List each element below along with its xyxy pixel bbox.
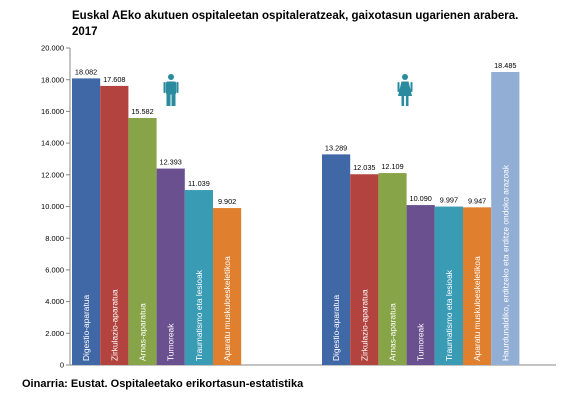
data-label: 17.608	[103, 75, 125, 84]
bar	[378, 173, 407, 365]
bar-category-label: Aparatu muskuloeskeletikoa	[222, 256, 232, 361]
bar	[406, 205, 435, 365]
icons	[163, 74, 413, 106]
bar	[434, 206, 463, 365]
bar	[128, 118, 157, 365]
bar	[322, 154, 351, 365]
bar	[100, 85, 129, 365]
bar-category-label: Tumoreak	[416, 323, 426, 361]
data-label: 12.109	[381, 162, 403, 171]
bar	[491, 72, 520, 365]
y-tick-label: 16.000	[41, 107, 64, 116]
bar-category-label: Tumoreak	[166, 323, 176, 361]
bar-category-label: Traumatismo eta lesioak	[194, 269, 204, 361]
data-label: 12.035	[353, 163, 375, 172]
bars: 18.082 Digestio-aparatua 17.608 Zirkulazio-…	[72, 61, 520, 365]
source-note: Oinarria: Eustat. Ospitaleetako erikorta…	[22, 378, 304, 390]
data-label: 9.997	[440, 196, 458, 205]
bar-category-label: Arnas-aparatua	[388, 303, 398, 361]
chart-title-line2: 2017	[72, 26, 98, 38]
data-label: 18.082	[75, 67, 97, 76]
man-icon	[163, 74, 179, 106]
data-label: 9.947	[468, 196, 486, 205]
bar-category-label: Arnas-aparatua	[138, 303, 148, 361]
bar	[184, 190, 213, 365]
bar-category-label: Traumatismo eta lesioak	[444, 269, 454, 361]
woman-icon	[397, 74, 413, 106]
bar-category-label: Zirkulazio-aparatua	[359, 289, 369, 361]
bar-category-label: Zirkulazio-aparatua	[109, 289, 119, 361]
y-tick-label: 14.000	[41, 139, 64, 148]
y-tick-label: 8.000	[45, 234, 64, 243]
bar-category-label: Aparatu muskuloeskeletikoa	[472, 256, 482, 361]
y-tick-label: 18.000	[41, 75, 64, 84]
data-label: 10.090	[410, 194, 432, 203]
data-label: 13.289	[325, 143, 347, 152]
data-label: 15.582	[131, 107, 153, 116]
bar	[72, 78, 101, 365]
chart-title: Euskal AEko akutuen ospitaleetan ospital…	[72, 8, 542, 40]
data-label: 18.485	[494, 61, 516, 70]
data-label: 9.902	[218, 197, 236, 206]
bar	[463, 207, 492, 365]
y-tick-label: 10.000	[41, 202, 64, 211]
bar-category-label: Digestio-aparatua	[81, 295, 91, 361]
y-tick-label: 6.000	[45, 266, 64, 275]
bar	[350, 174, 379, 365]
y-tick-label: 2.000	[45, 329, 64, 338]
y-tick-label: 4.000	[45, 297, 64, 306]
y-tick-label: 12.000	[41, 170, 64, 179]
chart-title-line1: Euskal AEko akutuen ospitaleetan ospital…	[72, 10, 519, 22]
bar-category-label: Haurdunaldiko, erditzeko eta erditze ond…	[500, 164, 510, 361]
bar	[213, 208, 242, 365]
y-tick-label: 0	[60, 361, 64, 370]
data-label: 11.039	[188, 179, 210, 188]
bar-category-label: Digestio-aparatua	[331, 295, 341, 361]
bar	[156, 168, 185, 365]
data-label: 12.393	[160, 158, 182, 167]
y-tick-label: 20.000	[41, 44, 64, 53]
